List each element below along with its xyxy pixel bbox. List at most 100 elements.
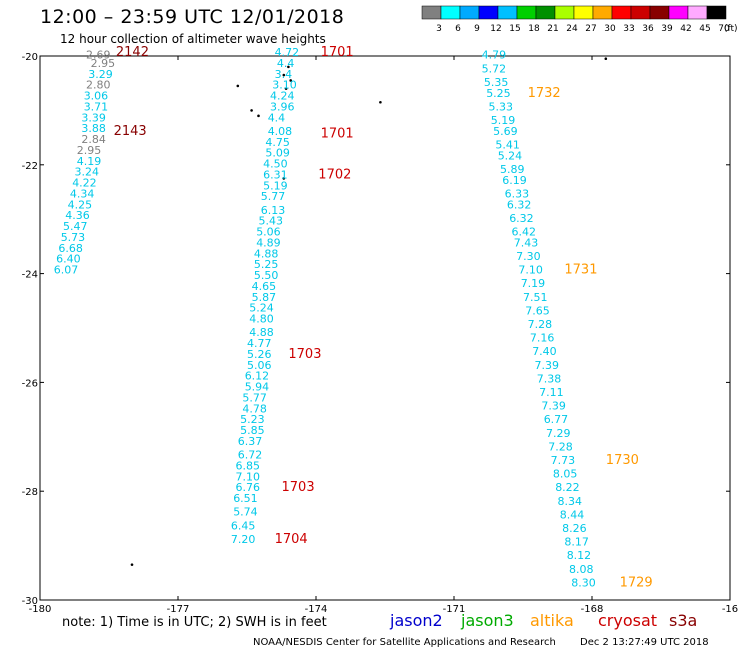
swh-value: 3.39 bbox=[81, 111, 106, 124]
swh-value: 4.80 bbox=[249, 313, 273, 326]
swh-value: 4.88 bbox=[249, 326, 273, 339]
time-label: 1702 bbox=[318, 167, 351, 182]
time-label: 1731 bbox=[564, 263, 597, 278]
swh-value: 8.22 bbox=[555, 481, 580, 494]
time-label: 1703 bbox=[288, 347, 321, 362]
swh-value: 5.25 bbox=[486, 87, 511, 100]
swh-value: 4.34 bbox=[70, 187, 95, 200]
swh-value: 4.24 bbox=[270, 90, 295, 103]
swh-value: 5.33 bbox=[489, 100, 514, 113]
swh-value: 4.19 bbox=[77, 155, 102, 168]
swh-value: 8.34 bbox=[558, 495, 583, 508]
colorbar-label: 39 bbox=[661, 24, 673, 34]
plot-frame bbox=[39, 55, 731, 601]
swh-value: 6.37 bbox=[238, 435, 262, 448]
land-mark bbox=[282, 177, 286, 180]
colorbar-swatch bbox=[497, 5, 518, 20]
colorbar-swatch bbox=[535, 5, 556, 20]
swh-value: 4.78 bbox=[242, 402, 267, 415]
colorbar-label: 42 bbox=[680, 24, 691, 34]
colorbar-label: 6 bbox=[455, 24, 461, 34]
swh-value: 7.28 bbox=[528, 318, 553, 331]
swh-value: 5.47 bbox=[63, 220, 88, 233]
land-mark bbox=[604, 57, 608, 61]
swh-value: 5.06 bbox=[256, 226, 281, 239]
swh-value: 7.29 bbox=[546, 427, 571, 440]
colorbar-label: 12 bbox=[490, 24, 501, 34]
swh-value: 4.79 bbox=[482, 49, 507, 62]
swh-value: 7.19 bbox=[521, 277, 546, 290]
swh-value: 5.09 bbox=[265, 147, 290, 160]
swh-value: 5.77 bbox=[242, 391, 267, 404]
swh-value: 4.22 bbox=[72, 177, 97, 190]
swh-value: 5.23 bbox=[240, 413, 265, 426]
swh-value: 3.71 bbox=[84, 100, 109, 113]
colorbar-swatch bbox=[573, 5, 594, 20]
swh-value: 5.77 bbox=[261, 190, 286, 203]
swh-value: 3.88 bbox=[81, 122, 106, 135]
swh-value: 4.08 bbox=[268, 125, 293, 138]
swh-value: 7.20 bbox=[231, 533, 256, 546]
colorbar-unit: (ft) bbox=[724, 24, 738, 34]
swh-value: 3.06 bbox=[84, 90, 109, 103]
colorbar-label: 3 bbox=[436, 24, 442, 34]
colorbar-swatch bbox=[668, 5, 689, 20]
swh-value: 7.39 bbox=[541, 400, 566, 413]
swh-value: 6.12 bbox=[245, 370, 270, 383]
land-mark bbox=[289, 79, 293, 82]
chart-title: 12:00 – 23:59 UTC 12/01/2018 bbox=[40, 6, 345, 28]
swh-value: 6.85 bbox=[236, 459, 261, 472]
land-mark bbox=[250, 109, 253, 112]
swh-value: 6.19 bbox=[502, 174, 527, 187]
swh-value: 4.25 bbox=[68, 198, 93, 211]
swh-value: 8.26 bbox=[562, 522, 587, 535]
colorbar-label: 45 bbox=[699, 24, 710, 34]
swh-value: 7.40 bbox=[532, 345, 557, 358]
colorbar-label: 36 bbox=[642, 24, 654, 34]
swh-value: 7.39 bbox=[535, 359, 560, 372]
swh-value: 5.94 bbox=[245, 381, 270, 394]
swh-value: 6.72 bbox=[238, 449, 262, 462]
land-mark bbox=[236, 84, 240, 88]
colorbar-swatch bbox=[440, 5, 461, 20]
y-tick-label: -24 bbox=[22, 270, 38, 281]
swh-value: 7.43 bbox=[514, 236, 539, 249]
y-tick-label: -20 bbox=[22, 52, 38, 63]
satellite-legend-item: jason2 bbox=[389, 611, 443, 630]
colorbar-label: 24 bbox=[566, 24, 578, 34]
swh-value: 7.30 bbox=[516, 250, 541, 263]
swh-value: 7.38 bbox=[537, 372, 562, 385]
x-tick-label: -16 bbox=[722, 604, 738, 615]
swh-value: 7.16 bbox=[530, 332, 555, 345]
y-tick-label: -28 bbox=[22, 487, 38, 498]
swh-value: 5.41 bbox=[495, 138, 520, 151]
swh-value: 8.17 bbox=[564, 536, 589, 549]
footer-note: note: 1) Time is in UTC; 2) SWH is in fe… bbox=[62, 615, 327, 630]
swh-value: 5.24 bbox=[498, 149, 523, 162]
land-mark bbox=[379, 100, 382, 104]
chart-subtitle: 12 hour collection of altimeter wave hei… bbox=[60, 32, 326, 46]
land-mark bbox=[130, 563, 134, 566]
swh-value: 5.87 bbox=[252, 291, 277, 304]
swh-value: 2.84 bbox=[81, 133, 106, 146]
satellite-legend-item: s3a bbox=[669, 611, 697, 630]
satellite-legend-item: jason3 bbox=[460, 611, 514, 630]
swh-value: 6.07 bbox=[54, 264, 79, 277]
swh-value: 6.40 bbox=[56, 253, 81, 266]
swh-value: 2.80 bbox=[86, 79, 111, 92]
colorbar-swatch bbox=[516, 5, 537, 20]
swh-value: 4.89 bbox=[256, 236, 281, 249]
swh-value: 6.45 bbox=[231, 519, 256, 532]
colorbar-label: 15 bbox=[509, 24, 520, 34]
swh-value: 5.24 bbox=[249, 302, 273, 315]
swh-value: 4.4 bbox=[268, 111, 286, 124]
time-label: 2142 bbox=[116, 45, 149, 60]
swh-value: 4.77 bbox=[247, 337, 272, 350]
swh-value: 7.10 bbox=[236, 470, 261, 483]
swh-value: 5.19 bbox=[491, 114, 516, 127]
swh-value: 5.26 bbox=[247, 348, 272, 361]
swh-value: 4.88 bbox=[254, 247, 279, 260]
swh-value: 5.85 bbox=[240, 424, 265, 437]
swh-value: 6.77 bbox=[544, 413, 569, 426]
